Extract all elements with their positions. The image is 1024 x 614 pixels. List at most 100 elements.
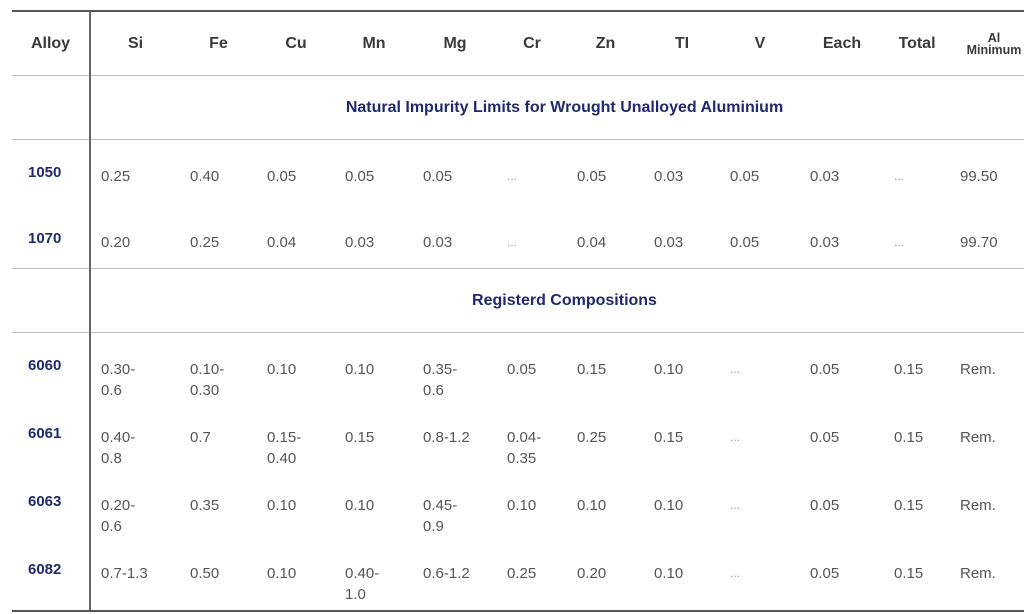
- data-row: 6082 0.7-1.3 0.50 0.10 0.40-1.0 0.6-1.2 0.25 0.…: [12, 537, 1024, 612]
- value-cell: 0.15: [335, 401, 413, 469]
- column-header: Cu: [257, 10, 335, 76]
- value-cell: 0.10: [257, 469, 335, 537]
- value-cell: 0.40-0.8: [90, 401, 180, 469]
- cell-text: 0.05: [810, 429, 840, 446]
- cell-text: Rem.: [960, 497, 996, 514]
- cell-text: 0.10: [654, 497, 684, 514]
- column-header: Si: [90, 10, 180, 76]
- column-header: Al Minimum: [950, 10, 1024, 76]
- value-cell: 0.03: [413, 205, 497, 269]
- cell-text: 0.35: [190, 497, 220, 514]
- value-cell: 0.05: [800, 469, 884, 537]
- value-cell: 0.15: [884, 401, 950, 469]
- data-row: 1050 0.25 0.40 0.05 0.05 0.05... 0.05 0.03 0.05 0…: [12, 139, 1024, 206]
- value-cell: 0.20-0.6: [90, 469, 180, 537]
- cell-text: 0.03: [345, 233, 375, 251]
- cell-text: 0.20: [101, 233, 131, 251]
- cell-text: Rem.: [960, 429, 996, 446]
- section-row: Natural Impurity Limits for Wrought Unal…: [12, 75, 1024, 140]
- empty-cell: [12, 268, 91, 333]
- cell-text: ...: [730, 498, 741, 512]
- cell-text: 0.25: [507, 565, 537, 582]
- cell-text: 0.04-0.35: [507, 429, 542, 467]
- value-cell: ...: [884, 205, 950, 269]
- value-cell: 0.7: [180, 401, 257, 469]
- cell-text: 0.30-0.6: [101, 361, 136, 399]
- value-cell: 0.6-1.2: [413, 537, 497, 612]
- cell-text: 0.10-0.30: [190, 361, 225, 399]
- alloy-cell: 1050: [12, 139, 91, 206]
- cell-text: 0.10: [267, 361, 297, 378]
- cell-text: 0.15: [894, 565, 924, 582]
- value-cell: 0.04-0.35: [497, 401, 567, 469]
- column-header: Mn: [335, 10, 413, 76]
- cell-text: 0.7: [190, 429, 211, 446]
- value-cell: 0.03: [644, 205, 720, 269]
- cell-text: 0.10: [507, 497, 537, 514]
- cell-text: 0.10: [654, 361, 684, 378]
- section-row: Registerd Compositions: [12, 268, 1024, 333]
- value-cell: 0.03: [800, 140, 884, 206]
- cell-text: 0.45-0.9: [423, 497, 458, 535]
- alloy-cell: 6082: [12, 537, 91, 612]
- cell-text: 0.15: [894, 361, 924, 378]
- value-cell: ...: [497, 205, 567, 269]
- column-header: Fe: [180, 10, 257, 76]
- value-cell: 0.10: [257, 333, 335, 402]
- cell-text: 99.70: [960, 233, 998, 251]
- cell-text: 0.15: [577, 361, 607, 378]
- cell-text: ...: [507, 169, 518, 183]
- cell-text: Rem.: [960, 361, 996, 378]
- cell-text: 0.50: [190, 565, 220, 582]
- cell-text: Rem.: [960, 565, 996, 582]
- cell-text: 6082: [28, 561, 62, 578]
- cell-text: 0.20-0.6: [101, 497, 136, 535]
- column-header: Cr: [497, 10, 567, 76]
- cell-text: ...: [730, 430, 741, 444]
- cell-text: 0.25: [577, 429, 607, 446]
- value-cell: 0.05: [720, 205, 800, 269]
- value-cell: 0.03: [644, 140, 720, 206]
- value-cell: 0.8-1.2: [413, 401, 497, 469]
- value-cell: 0.40-1.0: [335, 537, 413, 612]
- value-cell: 0.03: [335, 205, 413, 269]
- composition-table: Alloy Si Fe Cu Mn Mg Cr Zn TI V Each Total Al Minimu…: [12, 10, 1024, 612]
- value-cell: 0.50: [180, 537, 257, 612]
- cell-text: 0.15: [894, 497, 924, 514]
- cell-text: 0.05: [730, 233, 760, 251]
- cell-text: 0.03: [423, 233, 453, 251]
- cell-text: 0.05: [345, 168, 375, 185]
- alloy-cell: 6060: [12, 332, 91, 401]
- column-header: TI: [644, 10, 720, 76]
- value-cell: 0.05: [413, 140, 497, 206]
- header-row: Alloy Si Fe Cu Mn Mg Cr Zn TI V Each Total Al Minimu…: [12, 10, 1024, 76]
- value-cell: 0.10: [644, 333, 720, 402]
- cell-text: 0.10: [654, 565, 684, 582]
- column-header: Each: [800, 10, 884, 76]
- cell-text: 0.10: [267, 497, 297, 514]
- column-header: Mg: [413, 10, 497, 76]
- cell-text: 0.03: [810, 168, 840, 185]
- value-cell: 0.45-0.9: [413, 469, 497, 537]
- value-cell: 0.25: [180, 205, 257, 269]
- cell-text: 99.50: [960, 168, 998, 185]
- value-cell: 0.10: [644, 537, 720, 612]
- value-cell: 0.15: [884, 537, 950, 612]
- value-cell: 0.05: [720, 140, 800, 206]
- value-cell: 0.10: [567, 469, 644, 537]
- data-row: 1070 0.20 0.25 0.04 0.03 0.03... 0.04 0.03 0.05 0…: [12, 205, 1024, 269]
- column-header: Zn: [567, 10, 644, 76]
- value-cell: 0.40: [180, 140, 257, 206]
- cell-text: ...: [730, 362, 741, 376]
- cell-text: ...: [507, 234, 518, 249]
- value-cell: 0.04: [567, 205, 644, 269]
- cell-text: 0.35-0.6: [423, 361, 458, 399]
- cell-text: 0.40-1.0: [345, 565, 380, 603]
- cell-text: 0.25: [190, 233, 220, 251]
- table-body: Natural Impurity Limits for Wrought Unal…: [12, 75, 1024, 612]
- value-cell: 0.03: [800, 205, 884, 269]
- value-cell: ...: [720, 401, 800, 469]
- value-cell: 0.05: [335, 140, 413, 206]
- cell-text: 0.05: [810, 565, 840, 582]
- value-cell: 99.50: [950, 140, 1024, 206]
